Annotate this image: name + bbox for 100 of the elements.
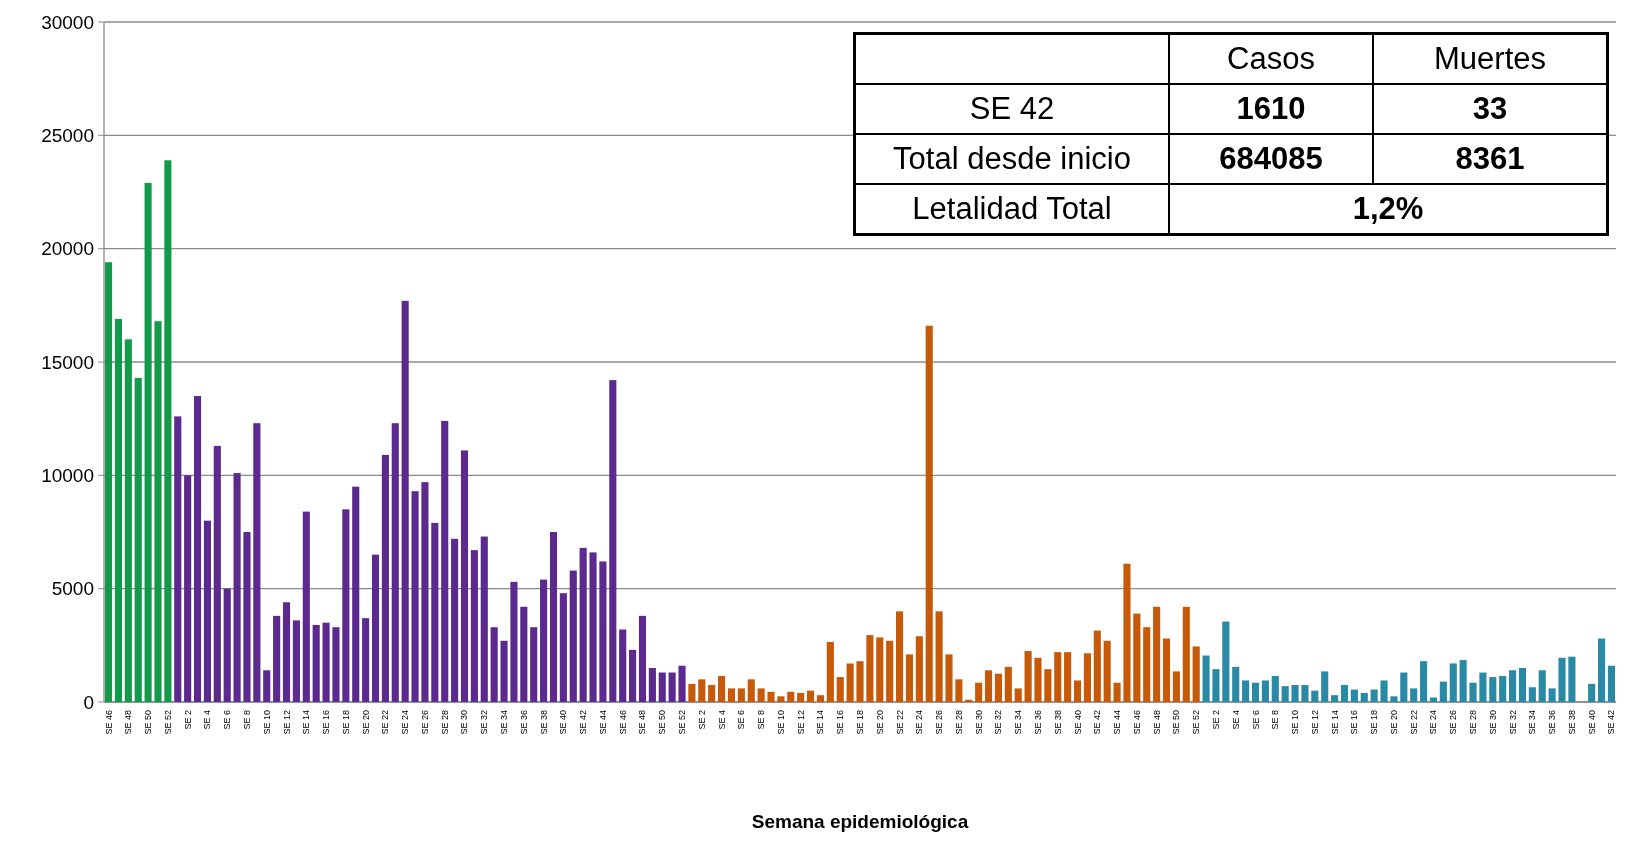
x-tick-label: SE 6 [736, 710, 747, 730]
x-axis-title: Semana epidemiológica [751, 811, 969, 832]
bar [1528, 687, 1536, 702]
bar [1518, 668, 1527, 702]
bar [441, 420, 449, 702]
bar [984, 670, 993, 702]
bar [1202, 655, 1210, 702]
x-tick-label: SE 30 [973, 710, 984, 735]
x-tick-label: SE 22 [1408, 710, 1419, 735]
x-tick-label: SE 34 [1013, 710, 1024, 735]
bar [312, 624, 320, 702]
bar [203, 520, 211, 702]
bar [1350, 689, 1358, 702]
bar [322, 622, 330, 702]
bar [807, 690, 815, 702]
bar [1271, 675, 1279, 702]
x-tick-label: SE 44 [1112, 710, 1123, 735]
bar [1162, 638, 1171, 702]
bar [1390, 696, 1398, 702]
bar [1340, 685, 1349, 702]
y-tick-label: 15000 [41, 351, 94, 373]
x-tick-label: SE 14 [301, 710, 312, 735]
bar [1509, 670, 1517, 702]
bar [925, 325, 933, 702]
bar [1429, 697, 1438, 702]
bar [915, 636, 923, 702]
y-tick-label: 30000 [41, 11, 94, 33]
x-tick-label: SE 14 [1329, 710, 1340, 735]
bar [1400, 672, 1408, 702]
bar [282, 602, 291, 702]
x-tick-label: SE 16 [321, 710, 332, 735]
bar [1103, 640, 1111, 702]
x-tick-label: SE 50 [143, 710, 154, 735]
bar [1192, 646, 1200, 702]
bar [500, 640, 508, 702]
bar [134, 377, 142, 702]
bar [490, 627, 498, 702]
annotation: 8361 [1373, 134, 1608, 184]
x-tick-label: SE 4 [1230, 710, 1241, 730]
bar [619, 629, 627, 702]
bar [1113, 682, 1121, 702]
bar [342, 509, 350, 702]
bar [1083, 653, 1091, 702]
bar [273, 615, 281, 702]
bar [866, 635, 874, 702]
bar [609, 380, 617, 702]
x-tick-label: SE 42 [1092, 710, 1103, 735]
x-tick-label: SE 24 [1428, 710, 1439, 735]
x-tick-label: SE 12 [1309, 710, 1320, 735]
bar [895, 611, 904, 702]
x-tick-label: SE 48 [123, 710, 134, 735]
bar [836, 677, 844, 702]
bar [1548, 688, 1556, 702]
bar [589, 552, 597, 702]
bar [767, 691, 775, 702]
x-tick-label: SE 52 [162, 710, 173, 735]
x-tick-label: SE 32 [1507, 710, 1518, 735]
bar [1311, 690, 1319, 702]
bar [1360, 692, 1368, 702]
x-tick-label: SE 26 [934, 710, 945, 735]
bar [905, 654, 913, 702]
x-tick-label: SE 26 [419, 710, 430, 735]
bar [1568, 656, 1576, 702]
bar [421, 482, 429, 702]
x-tick-label: SE 40 [1586, 710, 1597, 735]
x-tick-label: SE 22 [380, 710, 391, 735]
x-tick-label: SE 48 [1151, 710, 1162, 735]
bar [1093, 630, 1101, 702]
annotation: 1610 [1169, 84, 1373, 134]
annotation: Total desde inicio [854, 134, 1169, 184]
x-tick-label: SE 36 [1547, 710, 1558, 735]
bar [362, 618, 370, 702]
x-tick-label: SE 14 [815, 710, 826, 735]
x-tick-label: SE 12 [795, 710, 806, 735]
bar [352, 486, 360, 702]
annotation: SE 42 [854, 84, 1169, 134]
x-tick-label: SE 26 [1448, 710, 1459, 735]
x-tick-label: SE 6 [1250, 710, 1261, 730]
x-tick-label: SE 12 [281, 710, 292, 735]
x-tick-label: SE 50 [657, 710, 668, 735]
bar [1004, 666, 1012, 702]
x-tick-label: SE 36 [518, 710, 529, 735]
bar [104, 262, 113, 702]
bar [451, 538, 459, 702]
bar [559, 593, 567, 702]
bar [797, 692, 805, 702]
bar [1558, 657, 1566, 702]
bar [856, 661, 864, 702]
bar [174, 416, 182, 702]
bar [1261, 680, 1269, 702]
bar [480, 536, 488, 702]
y-tick-label: 0 [83, 691, 94, 713]
bar [540, 579, 548, 702]
bar [1439, 681, 1447, 702]
bar [470, 550, 478, 702]
bar [638, 615, 647, 702]
bar [975, 682, 983, 702]
bar [411, 491, 419, 702]
bar [530, 627, 538, 702]
x-tick-label: SE 8 [1270, 710, 1281, 730]
